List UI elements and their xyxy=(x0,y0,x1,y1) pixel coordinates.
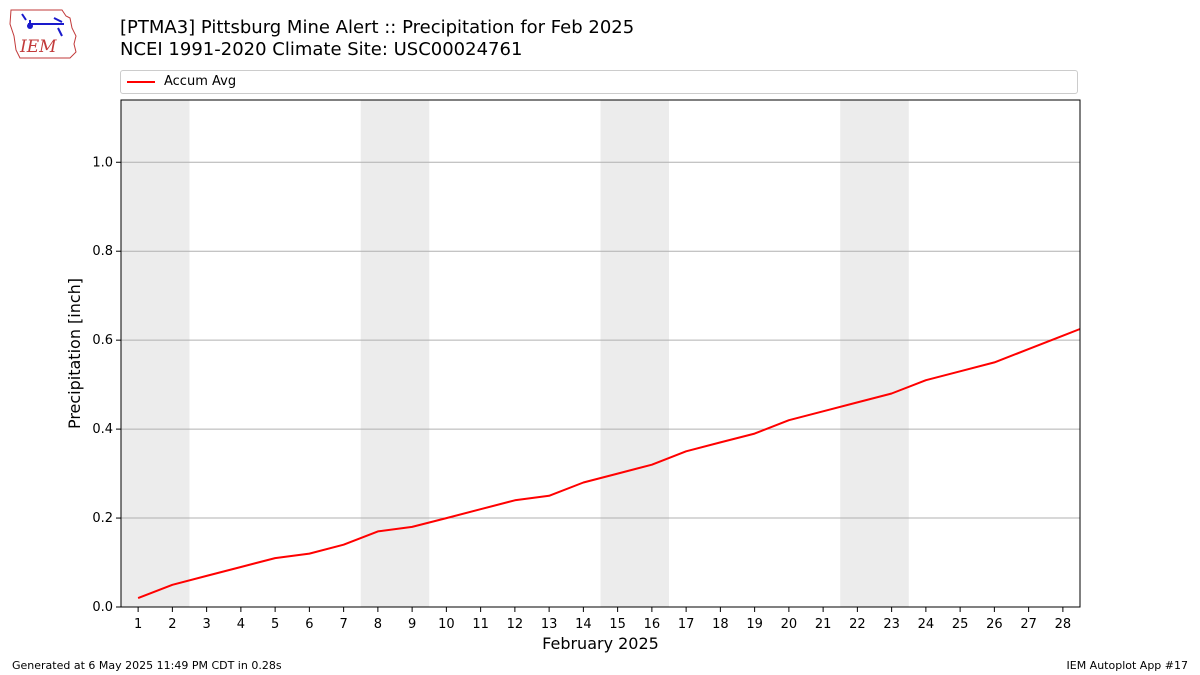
series-line-accum-avg xyxy=(137,328,1081,600)
svg-text:IEM: IEM xyxy=(19,37,57,57)
y-tick-label: 1.0 xyxy=(92,155,113,170)
x-tick-label: 14 xyxy=(575,617,592,632)
x-tick-label: 25 xyxy=(952,617,969,632)
x-tick-label: 6 xyxy=(305,617,313,632)
x-axis-label: February 2025 xyxy=(542,634,659,653)
y-tick-label: 0.2 xyxy=(92,511,113,526)
x-tick-label: 18 xyxy=(712,617,729,632)
x-tick-label: 2 xyxy=(168,617,176,632)
x-tick-label: 9 xyxy=(408,617,416,632)
footer-generated-text: Generated at 6 May 2025 11:49 PM CDT in … xyxy=(12,659,282,672)
x-tick-label: 13 xyxy=(541,617,558,632)
x-tick-label: 24 xyxy=(918,617,935,632)
chart-title-line2: NCEI 1991-2020 Climate Site: USC00024761 xyxy=(120,39,523,60)
weekend-band-2 xyxy=(600,100,669,607)
y-tick-label: 0.0 xyxy=(92,600,113,615)
x-tick-label: 21 xyxy=(815,617,832,632)
legend-label-accum-avg: Accum Avg xyxy=(164,74,237,89)
y-tick-label: 0.6 xyxy=(92,333,113,348)
x-tick-label: 10 xyxy=(438,617,455,632)
x-tick-label: 23 xyxy=(883,617,900,632)
plot-frame xyxy=(120,99,1081,608)
x-tick-label: 26 xyxy=(986,617,1003,632)
x-tick-label: 3 xyxy=(202,617,210,632)
x-tick-label: 19 xyxy=(746,617,763,632)
x-tick-label: 7 xyxy=(339,617,347,632)
x-tick-label: 15 xyxy=(609,617,626,632)
weekend-band-1 xyxy=(360,100,430,607)
x-tick-label: 8 xyxy=(374,617,382,632)
x-tick-label: 11 xyxy=(472,617,489,632)
weekend-band-3 xyxy=(840,100,909,607)
y-axis-label: Precipitation [inch] xyxy=(65,278,84,429)
x-tick-label: 28 xyxy=(1055,617,1072,632)
legend-swatch-accum-avg xyxy=(127,81,155,83)
footer-app-text: IEM Autoplot App #17 xyxy=(1066,659,1189,672)
x-tick-label: 5 xyxy=(271,617,279,632)
x-tick-label: 4 xyxy=(237,617,245,632)
iem-logo: IEM xyxy=(9,9,77,59)
y-tick-label: 0.4 xyxy=(92,422,113,437)
x-tick-label: 22 xyxy=(849,617,866,632)
chart-title-line1: [PTMA3] Pittsburg Mine Alert :: Precipit… xyxy=(120,17,635,38)
x-tick-label: 1 xyxy=(134,617,142,632)
x-tick-label: 16 xyxy=(644,617,661,632)
chart-legend: Accum Avg xyxy=(120,70,1078,94)
x-tick-label: 12 xyxy=(507,617,524,632)
x-tick-label: 20 xyxy=(781,617,798,632)
x-tick-label: 27 xyxy=(1020,617,1037,632)
x-tick-label: 17 xyxy=(678,617,695,632)
chart-title: [PTMA3] Pittsburg Mine Alert :: Precipit… xyxy=(120,17,634,61)
y-tick-label: 0.8 xyxy=(92,244,113,259)
weekend-band-0 xyxy=(121,100,190,607)
